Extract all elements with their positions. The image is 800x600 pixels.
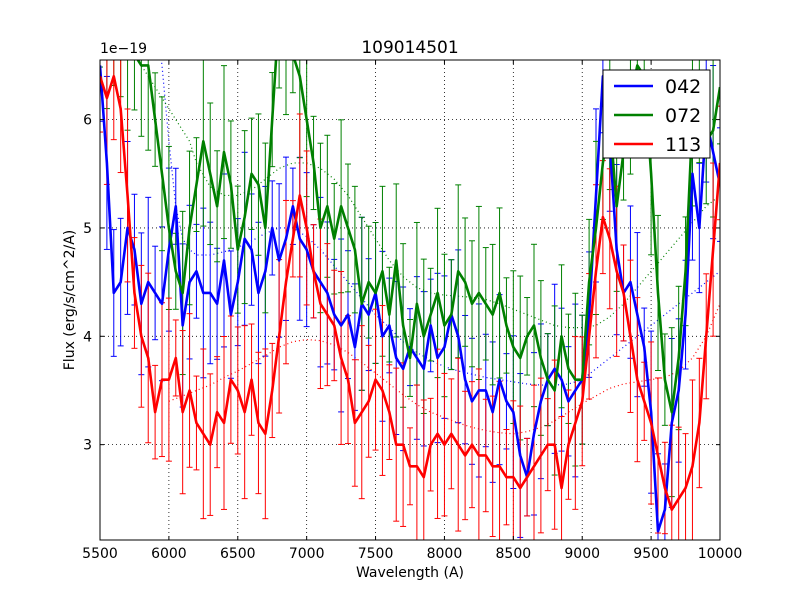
x-axis-label: Wavelength (A) [356,565,464,581]
series-line-042 [100,65,720,533]
x-tick-label: 8500 [496,546,532,562]
x-tick-label: 5500 [82,546,118,562]
axis-ticks: 5500 6000 6500 7000 7500 8000 8500 9000 9500 1000… [82,60,742,562]
y-tick-label: 5 [83,221,92,237]
legend-label: 113 [665,134,701,156]
plot-area [100,60,720,540]
series-line-113 [100,74,720,511]
y-scale-label: 1e−19 [100,41,147,57]
x-tick-label: 6500 [220,546,256,562]
y-axis-label: Flux (erg/s/cm^2/A) [62,230,78,370]
x-tick-label: 7500 [358,546,394,562]
legend: 042 072 113 [602,69,711,159]
legend-label: 072 [665,105,701,127]
x-tick-label: 6000 [151,546,187,562]
x-tick-label: 8000 [427,546,463,562]
x-tick-label: 10000 [698,546,743,562]
y-tick-label: 4 [83,329,92,345]
x-tick-label: 9000 [564,546,600,562]
series-line-072 [136,60,720,414]
chart-title: 109014501 [361,38,458,58]
y-tick-label: 6 [83,113,92,129]
plot-frame [99,59,721,541]
y-tick-label: 3 [83,438,92,454]
x-tick-label: 7000 [289,546,325,562]
legend-label: 042 [665,76,701,98]
x-tick-label: 9500 [633,546,669,562]
